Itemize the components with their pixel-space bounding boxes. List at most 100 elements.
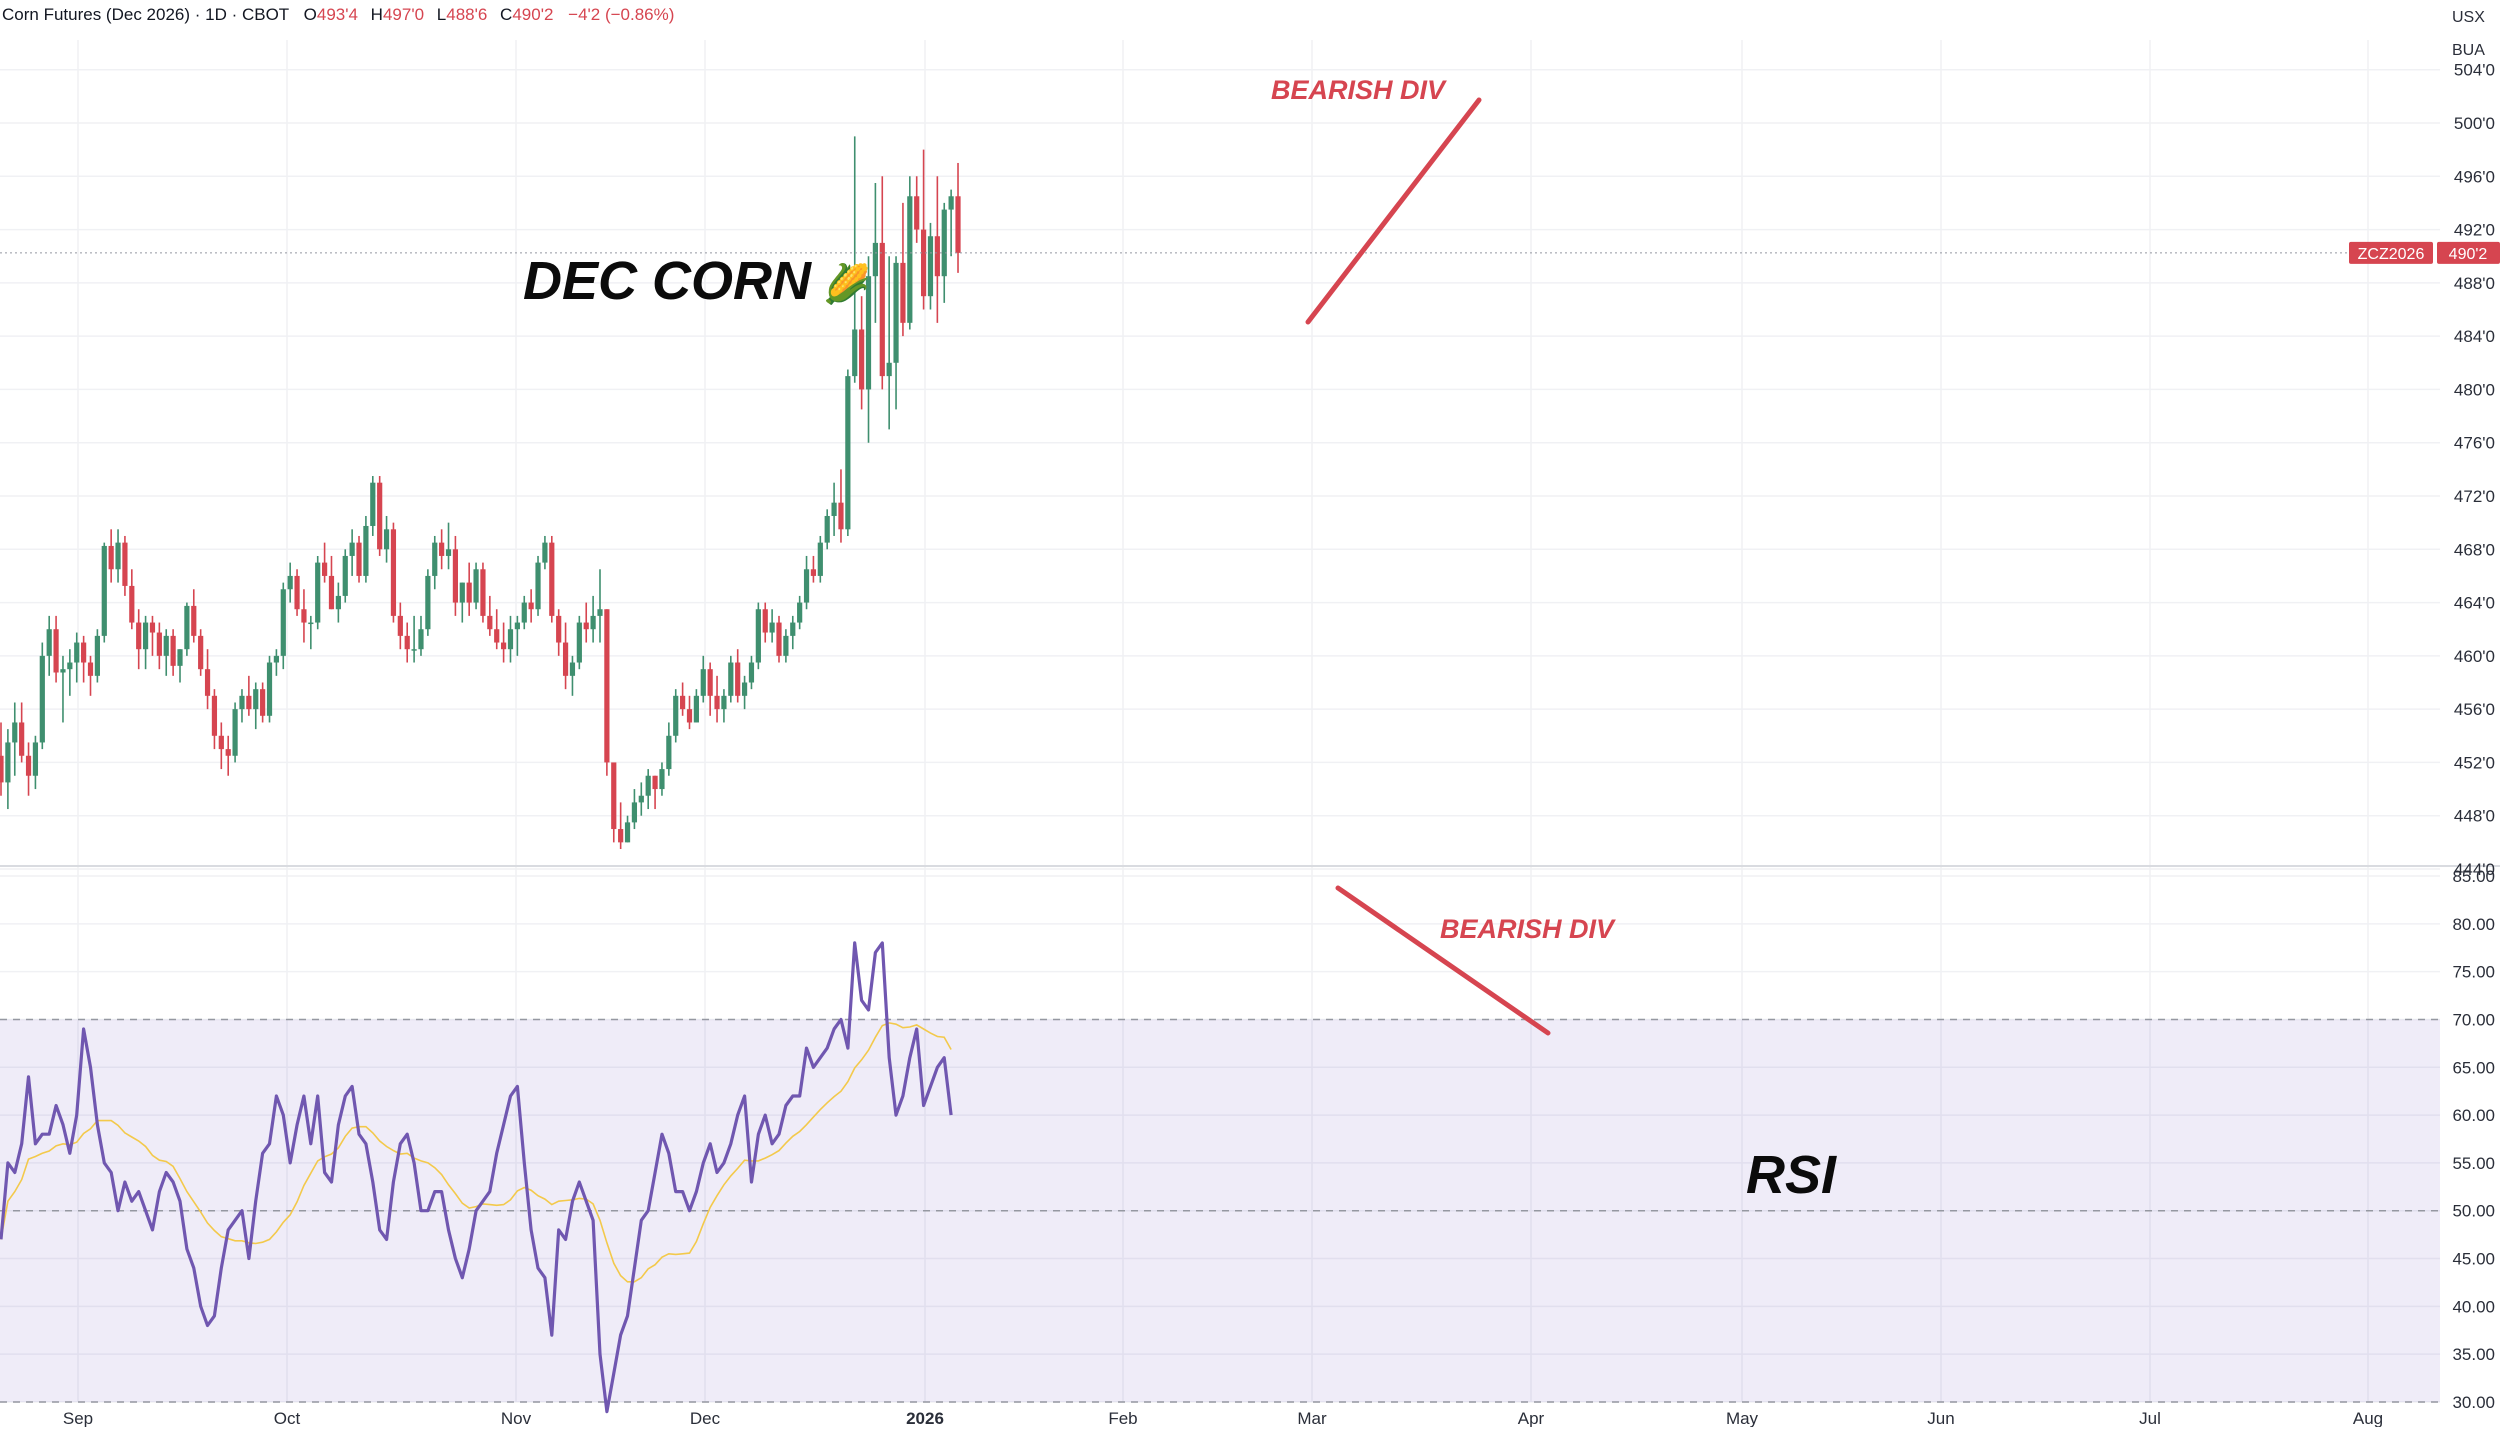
- candle[interactable]: [287, 562, 293, 603]
- candle[interactable]: [494, 609, 500, 650]
- candle[interactable]: [783, 629, 789, 663]
- candle[interactable]: [521, 595, 527, 630]
- candle[interactable]: [948, 189, 954, 257]
- candle[interactable]: [604, 609, 610, 776]
- candle[interactable]: [74, 632, 80, 683]
- rsi-line[interactable]: [0, 941, 953, 1414]
- candle[interactable]: [927, 222, 934, 310]
- candle[interactable]: [700, 655, 706, 703]
- candle[interactable]: [177, 649, 183, 683]
- candlestick-series[interactable]: [0, 136, 961, 850]
- candle[interactable]: [87, 655, 94, 696]
- candle[interactable]: [32, 735, 39, 790]
- candle[interactable]: [439, 529, 445, 570]
- candle[interactable]: [611, 762, 617, 843]
- candle[interactable]: [253, 682, 259, 730]
- candle[interactable]: [315, 555, 321, 630]
- candle[interactable]: [583, 602, 589, 643]
- candle[interactable]: [39, 642, 45, 750]
- candle[interactable]: [280, 582, 286, 670]
- candle[interactable]: [645, 769, 651, 810]
- candle[interactable]: [721, 689, 727, 723]
- candle[interactable]: [108, 529, 114, 583]
- candle[interactable]: [748, 655, 755, 690]
- symbol-legend[interactable]: Corn Futures (Dec 2026) · 1D · CBOT O493…: [2, 5, 674, 24]
- candle[interactable]: [955, 162, 961, 273]
- candle[interactable]: [349, 529, 355, 576]
- candle[interactable]: [528, 589, 534, 623]
- candle[interactable]: [115, 529, 121, 583]
- candle[interactable]: [638, 782, 644, 816]
- candle[interactable]: [266, 655, 273, 723]
- candle[interactable]: [12, 702, 18, 776]
- candle[interactable]: [94, 629, 100, 683]
- time-axis[interactable]: Sep Oct Nov Dec 2026 Feb Mar Apr May Jun Jul Aug: [63, 1409, 2383, 1428]
- candle[interactable]: [542, 535, 548, 570]
- candle[interactable]: [101, 542, 107, 643]
- candle[interactable]: [46, 615, 52, 676]
- candle[interactable]: [218, 722, 224, 770]
- candle[interactable]: [845, 369, 851, 536]
- candle[interactable]: [246, 675, 252, 716]
- rsi-axis[interactable]: 30.00 35.00 40.00 45.00 50.00 55.00 60.00 65.00…: [2452, 867, 2495, 1412]
- candle[interactable]: [590, 595, 596, 643]
- candle[interactable]: [136, 609, 142, 670]
- candle[interactable]: [5, 729, 11, 810]
- candle[interactable]: [232, 702, 238, 763]
- candle[interactable]: [404, 622, 410, 663]
- candle[interactable]: [728, 655, 734, 703]
- candle[interactable]: [122, 535, 128, 596]
- candle[interactable]: [142, 615, 149, 670]
- candle[interactable]: [418, 615, 424, 656]
- candle[interactable]: [370, 476, 376, 536]
- candle[interactable]: [445, 522, 452, 570]
- candle[interactable]: [535, 555, 541, 616]
- candle[interactable]: [666, 722, 672, 776]
- candle[interactable]: [473, 562, 479, 610]
- price-axis[interactable]: 444'0 448'0 452'0 456'0 460'0 464'0 468'0 472'0…: [2454, 61, 2495, 879]
- candle[interactable]: [425, 569, 431, 636]
- candle[interactable]: [838, 469, 844, 543]
- candle[interactable]: [514, 615, 520, 656]
- symbol-name[interactable]: Corn Futures (Dec 2026) · 1D · CBOT: [2, 5, 289, 24]
- candle[interactable]: [363, 515, 369, 583]
- candle[interactable]: [129, 569, 135, 630]
- candle[interactable]: [941, 202, 947, 303]
- candle[interactable]: [618, 802, 624, 850]
- candle[interactable]: [184, 602, 190, 656]
- candle[interactable]: [776, 615, 782, 663]
- candle[interactable]: [886, 256, 892, 430]
- candle[interactable]: [810, 555, 817, 583]
- bearish-div-trendline-rsi[interactable]: [1335, 885, 1551, 1036]
- candle[interactable]: [383, 515, 390, 563]
- candle[interactable]: [377, 476, 383, 556]
- candle[interactable]: [714, 675, 720, 723]
- candle[interactable]: [480, 562, 486, 623]
- candle[interactable]: [260, 682, 266, 723]
- candle[interactable]: [852, 136, 858, 383]
- candle[interactable]: [466, 562, 472, 616]
- candle[interactable]: [342, 549, 348, 603]
- candle[interactable]: [328, 555, 335, 610]
- candle[interactable]: [239, 689, 245, 723]
- candle[interactable]: [900, 202, 906, 337]
- candle[interactable]: [273, 649, 279, 676]
- candle[interactable]: [204, 649, 211, 710]
- candle[interactable]: [865, 256, 872, 443]
- candle[interactable]: [432, 535, 438, 590]
- candle[interactable]: [301, 589, 307, 643]
- candle[interactable]: [693, 689, 699, 723]
- candle[interactable]: [797, 595, 803, 630]
- candle[interactable]: [556, 609, 562, 656]
- candle[interactable]: [562, 622, 569, 690]
- candle[interactable]: [19, 702, 25, 763]
- candle[interactable]: [914, 176, 920, 243]
- candle[interactable]: [569, 655, 576, 696]
- candle[interactable]: [576, 615, 582, 670]
- candle[interactable]: [507, 615, 514, 663]
- candle[interactable]: [53, 615, 59, 683]
- candle[interactable]: [920, 149, 927, 310]
- candle[interactable]: [673, 689, 679, 743]
- candle[interactable]: [803, 555, 810, 610]
